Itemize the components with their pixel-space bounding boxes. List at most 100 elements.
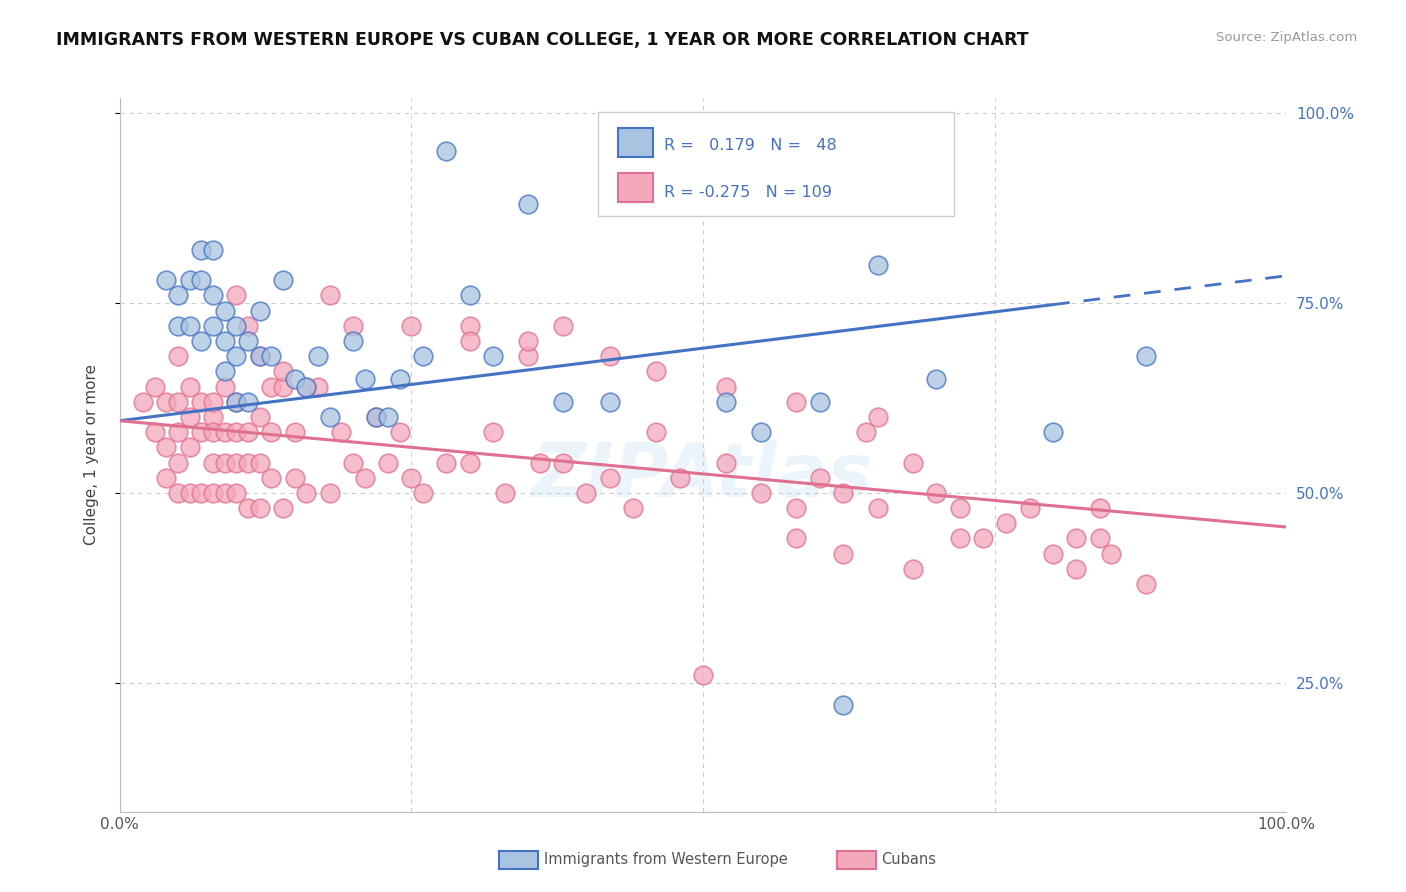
Point — [190, 243, 212, 257]
Point — [808, 471, 831, 485]
Point — [855, 425, 877, 439]
Point — [1042, 425, 1064, 439]
Point — [214, 379, 236, 393]
Point — [214, 425, 236, 439]
Point — [1066, 562, 1088, 576]
Point — [1088, 532, 1111, 546]
Point — [318, 409, 340, 424]
Point — [249, 501, 271, 516]
Point — [949, 501, 972, 516]
Point — [214, 364, 236, 378]
Point — [179, 273, 201, 287]
Text: ZIPAtlas: ZIPAtlas — [533, 440, 873, 513]
Point — [155, 394, 177, 409]
Point — [283, 471, 307, 485]
Point — [214, 334, 236, 348]
FancyBboxPatch shape — [598, 112, 953, 216]
Point — [271, 501, 294, 516]
Point — [225, 456, 247, 470]
Point — [307, 349, 329, 363]
Point — [901, 562, 924, 576]
Point — [214, 456, 236, 470]
Point — [645, 425, 668, 439]
Point — [377, 409, 399, 424]
Point — [201, 288, 224, 302]
Point — [751, 425, 773, 439]
Point — [808, 394, 831, 409]
Point — [692, 668, 714, 682]
Point — [342, 456, 364, 470]
Point — [517, 349, 540, 363]
Point — [832, 547, 855, 561]
Point — [166, 456, 188, 470]
Point — [179, 318, 201, 333]
Point — [179, 379, 201, 393]
Point — [482, 349, 505, 363]
Point — [901, 456, 924, 470]
Point — [458, 288, 481, 302]
Point — [716, 456, 738, 470]
Point — [517, 334, 540, 348]
Point — [271, 379, 294, 393]
Point — [249, 303, 271, 318]
Point — [716, 379, 738, 393]
Point — [551, 318, 574, 333]
Point — [1135, 349, 1157, 363]
Point — [925, 486, 948, 500]
Point — [132, 394, 155, 409]
Point — [751, 486, 773, 500]
Point — [972, 532, 994, 546]
Point — [832, 698, 855, 713]
Point — [342, 334, 364, 348]
Point — [366, 409, 388, 424]
Point — [482, 425, 505, 439]
Point — [155, 440, 177, 454]
Point — [925, 372, 948, 386]
Y-axis label: College, 1 year or more: College, 1 year or more — [84, 365, 98, 545]
Point — [260, 379, 283, 393]
Point — [318, 486, 340, 500]
Point — [190, 334, 212, 348]
Point — [295, 486, 318, 500]
Point — [1088, 501, 1111, 516]
Point — [225, 288, 247, 302]
Point — [599, 471, 621, 485]
Text: Cubans: Cubans — [882, 853, 936, 867]
Point — [832, 486, 855, 500]
Point — [249, 456, 271, 470]
Point — [295, 379, 318, 393]
Point — [517, 197, 540, 211]
Point — [249, 349, 271, 363]
Point — [166, 486, 188, 500]
Point — [866, 258, 889, 272]
Point — [179, 440, 201, 454]
Point — [412, 486, 434, 500]
Point — [236, 318, 259, 333]
Point — [295, 379, 318, 393]
Text: IMMIGRANTS FROM WESTERN EUROPE VS CUBAN COLLEGE, 1 YEAR OR MORE CORRELATION CHAR: IMMIGRANTS FROM WESTERN EUROPE VS CUBAN … — [56, 31, 1029, 49]
Point — [283, 372, 307, 386]
Point — [399, 471, 422, 485]
Text: R =   0.179   N =   48: R = 0.179 N = 48 — [665, 138, 837, 153]
Text: R = -0.275   N = 109: R = -0.275 N = 109 — [665, 185, 832, 200]
Point — [236, 456, 259, 470]
Point — [236, 425, 259, 439]
Point — [353, 372, 375, 386]
Point — [866, 501, 889, 516]
Point — [214, 486, 236, 500]
Point — [551, 456, 574, 470]
Point — [201, 318, 224, 333]
Point — [1099, 547, 1122, 561]
Point — [494, 486, 516, 500]
Point — [1042, 547, 1064, 561]
Point — [599, 349, 621, 363]
Point — [179, 486, 201, 500]
Point — [366, 409, 388, 424]
Point — [143, 379, 166, 393]
Point — [412, 349, 434, 363]
Point — [260, 425, 283, 439]
Point — [434, 456, 457, 470]
Point — [201, 409, 224, 424]
Point — [201, 425, 224, 439]
Point — [201, 456, 224, 470]
